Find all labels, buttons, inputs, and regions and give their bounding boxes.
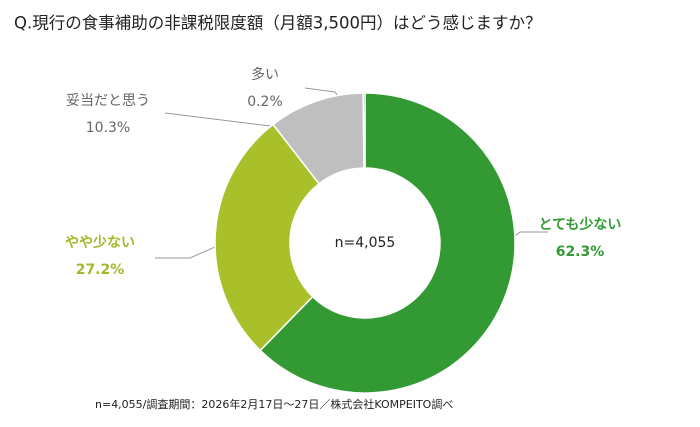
value-label: 0.2% [247,94,283,110]
value-label: 10.3% [86,120,130,136]
slice-label: 多い [251,66,279,83]
slice-label: 妥当だと思う [66,93,150,109]
slice-label: やや少ない [65,234,135,251]
chart-title: Q.現行の食事補助の非課税限度額（月額3,500円）はどう感じますか？ [14,14,541,33]
value-label: 27.2% [76,262,125,278]
slice-label: とても少ない [539,216,622,233]
center-label: n=4,055 [335,235,396,251]
donut-slice [362,92,366,169]
donut-slice [214,123,321,352]
donut-slice [259,92,516,394]
value-label: 62.3% [556,244,605,260]
footnote: n=4,055/調査期間：2026年2月17日〜27日／株式会社KOMPEITO… [95,397,453,411]
